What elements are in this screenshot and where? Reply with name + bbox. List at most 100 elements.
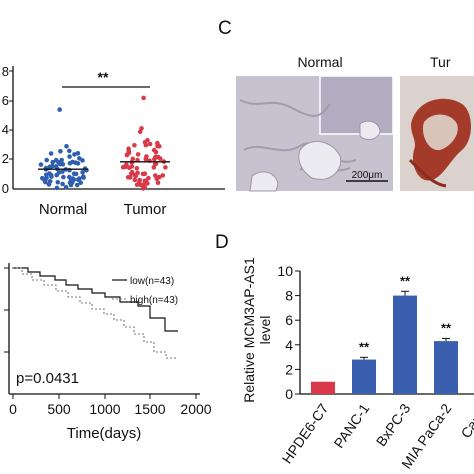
- scatter-point-tumor: [142, 184, 147, 190]
- bar-y-tick-0: 0: [285, 386, 293, 402]
- scatter-point-tumor: [132, 143, 137, 148]
- scatter-point-normal: [75, 151, 81, 156]
- scatter-point-normal: [81, 175, 86, 180]
- scatter-point-normal: [67, 148, 72, 154]
- survival-x-tick-1500: 1500: [134, 401, 165, 417]
- scatter-point-tumor: [126, 165, 132, 170]
- scatter-point-tumor: [147, 141, 153, 147]
- significance-stars: **: [98, 69, 109, 85]
- scatter-point-tumor: [163, 165, 168, 170]
- bar-significance: **: [400, 273, 411, 288]
- scatter-point-tumor: [129, 169, 135, 175]
- scatter-point-normal: [74, 182, 80, 188]
- ihc-panel: Normal Tur 200μm: [236, 54, 474, 192]
- scatter-point-tumor: [133, 173, 139, 179]
- scatter-point-tumor: [140, 171, 146, 177]
- ihc-label-tumor: Tur: [430, 54, 451, 70]
- scatter-point-tumor: [155, 140, 160, 146]
- scatter-point-normal: [68, 178, 74, 183]
- scatter-x-label-tumor: Tumor: [124, 201, 167, 218]
- scatter-panel: 8 6 4 2 0 ** Normal Tumor: [2, 64, 225, 218]
- ihc-label-normal: Normal: [297, 54, 342, 70]
- scatter-point-tumor: [135, 152, 141, 157]
- scatter-point-normal: [67, 154, 72, 159]
- scatter-y-tick-6: 6: [2, 93, 9, 108]
- bar-category-label: Capar: [457, 400, 474, 441]
- tissue-gap: [359, 120, 381, 140]
- scatter-point-tumor: [145, 181, 150, 186]
- scatter-point-tumor: [155, 180, 161, 186]
- scatter-point-tumor: [151, 165, 157, 170]
- scatter-point-tumor: [146, 175, 151, 181]
- scatter-point-normal: [80, 170, 85, 175]
- bar-mia-paca-2: [434, 341, 458, 394]
- scatter-point-tumor: [137, 129, 143, 135]
- scatter-point-normal: [60, 181, 65, 187]
- bar-hpde6-c7: [311, 381, 335, 394]
- scatter-point-normal: [47, 164, 53, 170]
- scatter-y-tick-8: 8: [2, 64, 9, 79]
- bar-y-tick-8: 8: [285, 288, 293, 304]
- legend-label-high: high(n=43): [130, 295, 178, 306]
- legend-label-low: low(n=43): [130, 276, 174, 287]
- panel-label-c: C: [218, 18, 232, 39]
- scatter-point-normal: [68, 182, 74, 188]
- scatter-point-tumor: [142, 140, 148, 145]
- scale-bar-label: 200μm: [352, 170, 383, 181]
- scatter-point-tumor: [141, 95, 146, 101]
- scatter-point-normal: [63, 184, 69, 190]
- scatter-x-label-normal: Normal: [39, 201, 87, 218]
- bar-significance: **: [359, 339, 370, 354]
- scatter-point-tumor: [134, 182, 140, 187]
- scatter-y-tick-4: 4: [2, 122, 9, 137]
- scatter-point-tumor: [160, 173, 166, 178]
- survival-x-tick-0: 0: [9, 401, 17, 417]
- survival-x-tick-500: 500: [47, 401, 71, 417]
- bar-y-tick-2: 2: [285, 361, 293, 377]
- bar-significance: **: [441, 320, 452, 335]
- bar-bxpc-3: [393, 295, 417, 394]
- bar-y-label-line1: Relative MCM3AP-AS1: [241, 257, 257, 403]
- scatter-point-normal: [57, 107, 62, 112]
- scatter-point-normal: [47, 171, 52, 176]
- scatter-point-normal: [71, 171, 77, 176]
- scatter-point-normal: [61, 174, 66, 180]
- bar-y-tick-4: 4: [285, 337, 293, 353]
- scatter-point-normal: [72, 152, 77, 157]
- survival-x-tick-1000: 1000: [89, 401, 120, 417]
- bar-y-tick-10: 10: [277, 263, 293, 279]
- scatter-y-tick-0: 0: [2, 181, 9, 196]
- scatter-point-tumor: [154, 154, 159, 160]
- tissue-gap: [298, 141, 342, 180]
- scatter-point-normal: [55, 180, 61, 185]
- scatter-point-normal: [44, 157, 49, 163]
- scatter-point-tumor: [130, 156, 136, 162]
- scatter-dots: [38, 95, 168, 191]
- scatter-point-tumor: [153, 149, 159, 155]
- survival-panel: low(n=43) high(n=43) p=0.0431 0 500 1000…: [4, 263, 212, 442]
- tumor-stain-edge: [408, 158, 447, 188]
- scatter-point-tumor: [120, 164, 126, 170]
- tissue-gap: [249, 171, 279, 192]
- scatter-point-normal: [50, 159, 55, 165]
- scatter-point-normal: [47, 179, 53, 184]
- panel-label-d: D: [215, 232, 229, 253]
- bar-y-ticks: 10 8 6 4 2 0: [277, 263, 300, 402]
- scatter-point-tumor: [153, 161, 159, 167]
- scatter-point-tumor: [158, 156, 163, 162]
- bar-category-label: BxPC-3: [373, 400, 414, 449]
- scatter-point-tumor: [157, 174, 162, 180]
- tumor-stain-core: [422, 114, 458, 151]
- scatter-point-normal: [53, 157, 59, 163]
- survival-curve-high: [12, 267, 176, 359]
- survival-curve-low: [12, 267, 178, 332]
- scatter-point-normal: [58, 149, 63, 154]
- scatter-point-tumor: [128, 175, 133, 180]
- ihc-inset-normal: [319, 75, 394, 135]
- scatter-y-tick-2: 2: [2, 151, 9, 166]
- scatter-point-normal: [77, 176, 82, 181]
- scatter-point-tumor: [137, 177, 142, 183]
- scatter-point-normal: [59, 157, 64, 163]
